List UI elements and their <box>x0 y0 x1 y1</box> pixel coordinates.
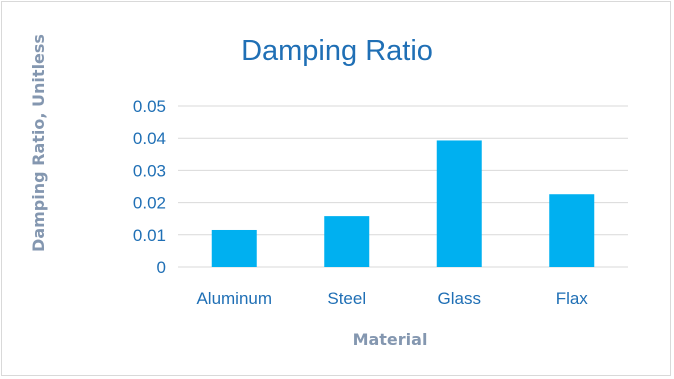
y-tick-label: 0 <box>157 258 166 277</box>
bar-flax <box>549 194 595 267</box>
x-tick-label-flax: Flax <box>556 289 589 308</box>
y-tick-labels: 0 0.01 0.02 0.03 0.04 0.05 <box>133 97 166 277</box>
y-axis-title: Damping Ratio, Unitless <box>29 34 48 252</box>
bar-aluminum <box>211 229 257 267</box>
x-tick-label-aluminum: Aluminum <box>196 289 272 308</box>
y-tick-label: 0.03 <box>133 161 166 180</box>
bars <box>211 140 595 267</box>
bar-glass <box>436 140 482 267</box>
x-tick-label-glass: Glass <box>438 289 481 308</box>
bar-steel <box>324 216 370 267</box>
chart-title: Damping Ratio <box>241 35 433 67</box>
y-tick-label: 0.04 <box>133 129 166 148</box>
x-axis-title: Material <box>353 330 428 349</box>
y-tick-label: 0.01 <box>133 226 166 245</box>
y-tick-label: 0.02 <box>133 194 166 213</box>
y-tick-label: 0.05 <box>133 97 166 116</box>
x-tick-labels: Aluminum Steel Glass Flax <box>196 289 588 308</box>
x-tick-label-steel: Steel <box>327 289 366 308</box>
